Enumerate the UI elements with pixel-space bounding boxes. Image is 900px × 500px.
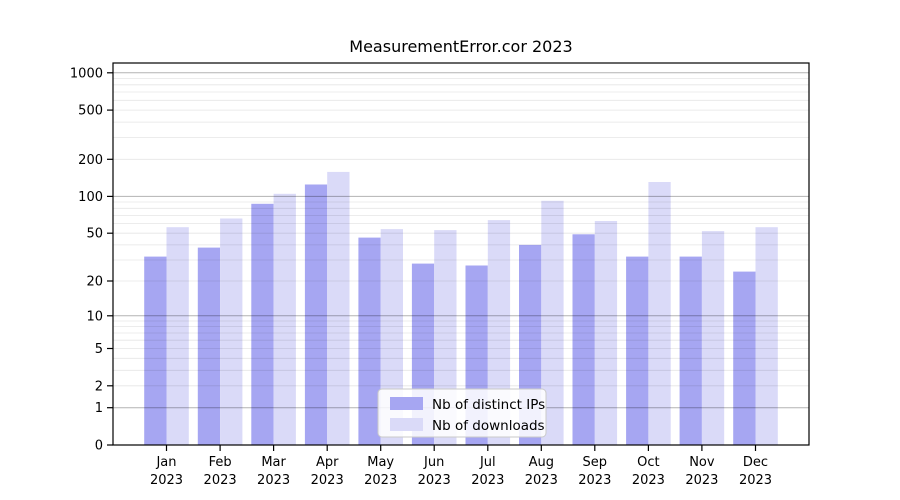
bar-downloads-feb — [220, 218, 243, 445]
y-tick-label: 1 — [95, 401, 103, 416]
bar-downloads-sep — [594, 221, 618, 445]
x-tick-label-month: Dec — [743, 455, 768, 470]
legend-label-downloads: Nb of downloads — [432, 418, 545, 434]
bar-ips-oct — [626, 256, 649, 445]
y-tick-label: 20 — [86, 275, 103, 290]
y-tick-label: 2 — [95, 379, 103, 394]
y-tick-label: 50 — [86, 227, 103, 242]
bar-downloads-dec — [755, 227, 778, 445]
chart-title: MeasurementError.cor 2023 — [349, 37, 572, 56]
legend-label-distinct-ips: Nb of distinct IPs — [432, 397, 545, 413]
legend-swatch-downloads — [390, 418, 423, 431]
bar-downloads-apr — [327, 171, 350, 445]
bar-ips-sep — [572, 234, 595, 445]
x-tick-label-month: Feb — [209, 455, 232, 470]
axes-layer: 0 1 2 5 10 20 50 100 200 500 1000 Jan 2023 Feb 2023 Mar… — [70, 62, 810, 488]
x-tick-label-year: 2023 — [311, 473, 344, 488]
bar-ips-nov — [679, 256, 702, 445]
x-tick-label-year: 2023 — [257, 473, 290, 488]
bar-ips-apr — [304, 184, 328, 445]
x-tick-label-month: May — [367, 455, 394, 470]
y-tick-label: 200 — [78, 153, 103, 168]
legend-swatch-distinct-ips — [390, 397, 423, 410]
x-tick-label-month: Mar — [261, 455, 286, 470]
bar-ips-may — [358, 237, 381, 445]
x-tick-label-year: 2023 — [739, 473, 772, 488]
x-tick-label-year: 2023 — [578, 473, 611, 488]
x-tick-label-month: Jun — [423, 455, 444, 470]
gridlines-layer — [113, 72, 809, 409]
x-tick-label-month: Oct — [637, 455, 659, 470]
x-tick-label-month: Nov — [689, 455, 715, 470]
x-tick-label-year: 2023 — [471, 473, 504, 488]
y-tick-label: 10 — [86, 309, 103, 324]
bar-ips-mar — [251, 203, 274, 445]
x-tick-label-year: 2023 — [364, 473, 397, 488]
x-tick-label-month: Jan — [155, 455, 176, 470]
bar-downloads-oct — [648, 182, 671, 445]
bar-ips-feb — [197, 247, 221, 445]
x-tick-label-year: 2023 — [525, 473, 558, 488]
y-tick-label: 0 — [95, 439, 103, 454]
y-tick-label: 5 — [95, 342, 103, 357]
x-tick-label-month: Jul — [479, 455, 496, 470]
x-tick-label-year: 2023 — [418, 473, 451, 488]
bar-downloads-jan — [166, 227, 189, 445]
bar-ips-dec — [733, 271, 756, 445]
y-tick-label: 100 — [78, 190, 103, 205]
y-tick-label: 1000 — [70, 66, 103, 81]
plot-frame — [112, 62, 810, 446]
x-tick-label-year: 2023 — [150, 473, 183, 488]
x-tick-label-year: 2023 — [632, 473, 665, 488]
bar-downloads-aug — [541, 200, 564, 445]
bar-ips-jan — [144, 256, 167, 445]
x-tick-label-month: Aug — [529, 455, 554, 470]
y-tick-label: 500 — [78, 104, 103, 119]
x-tick-label-month: Sep — [583, 455, 608, 470]
legend: Nb of distinct IPs Nb of downloads — [377, 388, 547, 438]
x-tick-label-year: 2023 — [204, 473, 237, 488]
x-tick-label-year: 2023 — [685, 473, 718, 488]
bar-downloads-nov — [701, 231, 725, 445]
x-tick-label-month: Apr — [316, 455, 339, 470]
bar-downloads-mar — [273, 193, 296, 445]
